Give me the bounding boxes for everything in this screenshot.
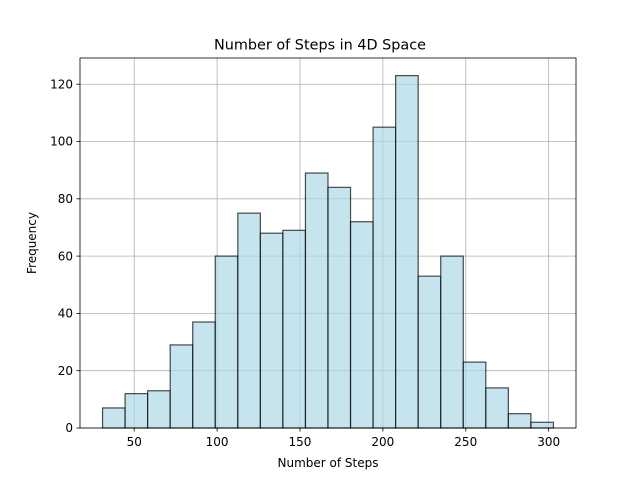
- y-tick-label: 120: [50, 77, 73, 91]
- axis-ticks: 50 100 150 200 250 300 0 20 40 60 80 100 120: [50, 77, 560, 449]
- x-tick-label: 100: [206, 435, 229, 449]
- histogram-bars: [101, 75, 555, 429]
- y-axis-label: Frequency: [25, 212, 39, 274]
- y-tick-label: 20: [58, 364, 73, 378]
- histogram-bar: [147, 390, 171, 429]
- y-tick-label: 0: [65, 421, 73, 435]
- histogram-bar: [101, 407, 126, 429]
- histogram-bar: [237, 212, 261, 429]
- histogram-bar: [327, 186, 352, 429]
- histogram-bar: [530, 421, 555, 429]
- x-tick-label: 50: [127, 435, 142, 449]
- histogram-bar: [462, 361, 487, 429]
- x-axis-label: Number of Steps: [278, 456, 379, 470]
- y-tick-label: 100: [50, 135, 73, 149]
- y-tick-label: 40: [58, 307, 73, 321]
- histogram-bar: [485, 387, 509, 429]
- plot-area-frame: [79, 57, 577, 429]
- histogram-bar: [192, 321, 216, 429]
- x-tick-label: 150: [289, 435, 312, 449]
- histogram-bar: [440, 255, 464, 429]
- histogram-bar: [372, 126, 397, 429]
- histogram-bar: [417, 275, 442, 429]
- x-tick-label: 300: [537, 435, 560, 449]
- chart-title: Number of Steps in 4D Space: [214, 38, 426, 54]
- histogram-bar: [304, 172, 329, 429]
- histogram-bar: [124, 393, 149, 429]
- histogram-bar: [507, 413, 532, 429]
- histogram-bar: [282, 229, 307, 429]
- histogram-bar: [214, 255, 239, 429]
- x-tick-label: 250: [454, 435, 477, 449]
- histogram-bar: [169, 344, 194, 429]
- x-tick-label: 200: [371, 435, 394, 449]
- y-tick-label: 80: [58, 192, 73, 206]
- histogram-bar: [259, 232, 284, 429]
- histogram-bar: [395, 75, 419, 429]
- histogram-bar: [349, 221, 374, 429]
- y-tick-label: 60: [58, 249, 73, 263]
